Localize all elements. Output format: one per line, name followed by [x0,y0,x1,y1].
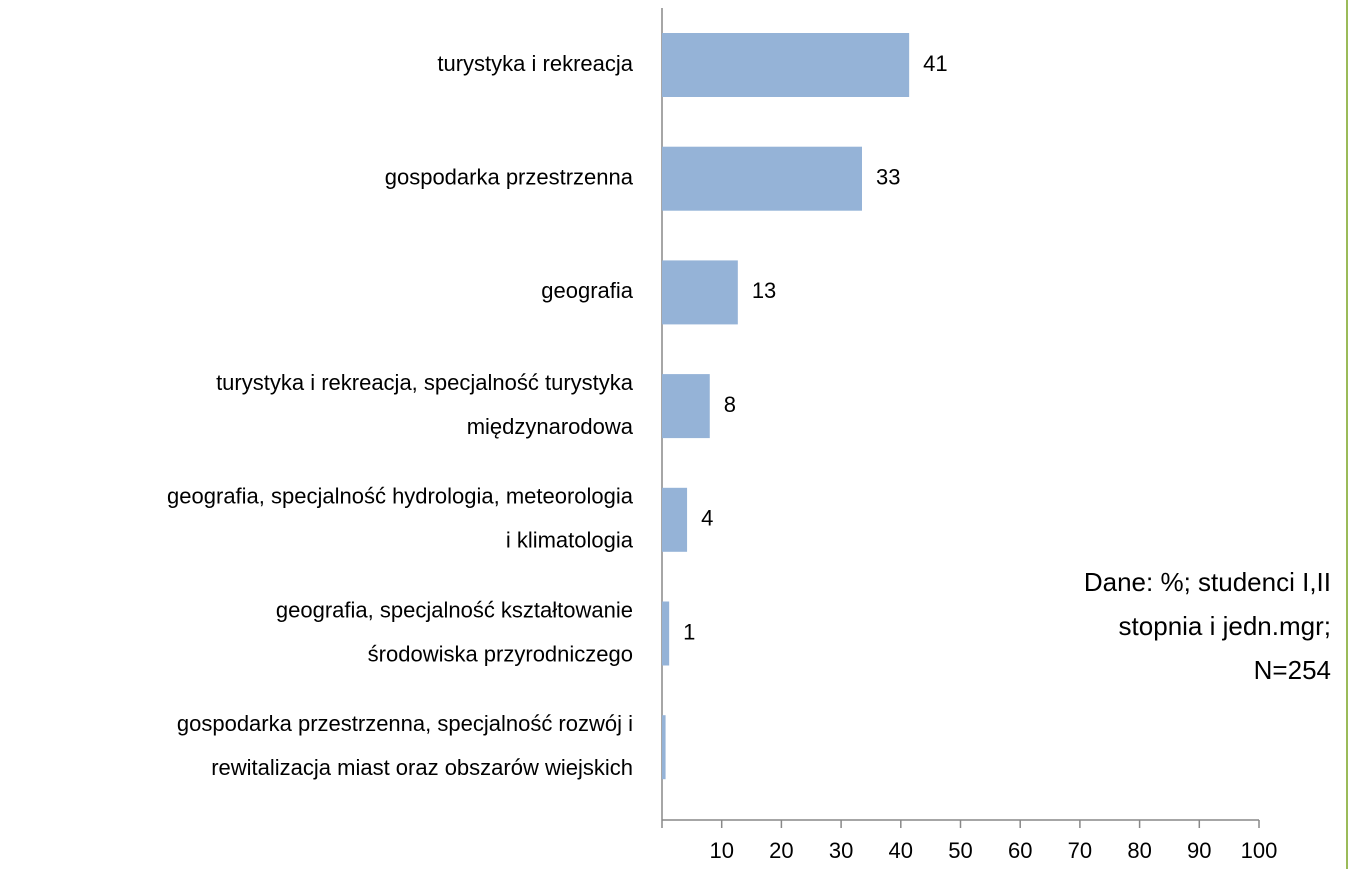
bar [662,601,670,666]
y-tick-label: turystyka i rekreacja, specjalność turys… [216,370,634,395]
bar [662,146,862,211]
bar [662,260,738,325]
y-tick-label: międzynarodowa [467,414,634,439]
bar [662,374,710,439]
x-tick-label: 20 [769,838,793,863]
y-tick-label: geografia, specjalność hydrologia, meteo… [167,484,634,509]
y-tick-label: i klimatologia [506,528,634,553]
value-label: 33 [876,165,900,190]
value-label: 8 [724,392,736,417]
x-tick-label: 100 [1241,838,1278,863]
x-tick-label: 50 [948,838,972,863]
x-tick-label: 10 [709,838,733,863]
value-label: 13 [752,278,776,303]
y-tick-label: rewitalizacja miast oraz obszarów wiejsk… [211,755,633,780]
annotation: Dane: %; studenci I,II [1084,567,1331,597]
value-label: 4 [701,506,713,531]
x-tick-label: 40 [889,838,913,863]
bar [662,33,910,97]
x-tick-label: 70 [1068,838,1092,863]
bar [662,715,666,780]
value-label: 1 [683,619,695,644]
value-label: 41 [923,51,947,76]
bar [662,487,688,552]
x-tick-label: 80 [1127,838,1151,863]
y-tick-label: gospodarka przestrzenna [385,165,634,190]
y-tick-label: geografia [541,278,634,303]
x-tick-label: 30 [829,838,853,863]
y-tick-label: geografia, specjalność kształtowanie [276,597,633,622]
y-tick-label: środowiska przyrodniczego [368,641,633,666]
annotation: N=254 [1254,655,1331,685]
x-tick-label: 60 [1008,838,1032,863]
x-tick-label: 90 [1187,838,1211,863]
y-tick-label: turystyka i rekreacja [437,51,633,76]
y-tick-label: gospodarka przestrzenna, specjalność roz… [177,711,633,736]
annotation: stopnia i jedn.mgr; [1119,611,1331,641]
